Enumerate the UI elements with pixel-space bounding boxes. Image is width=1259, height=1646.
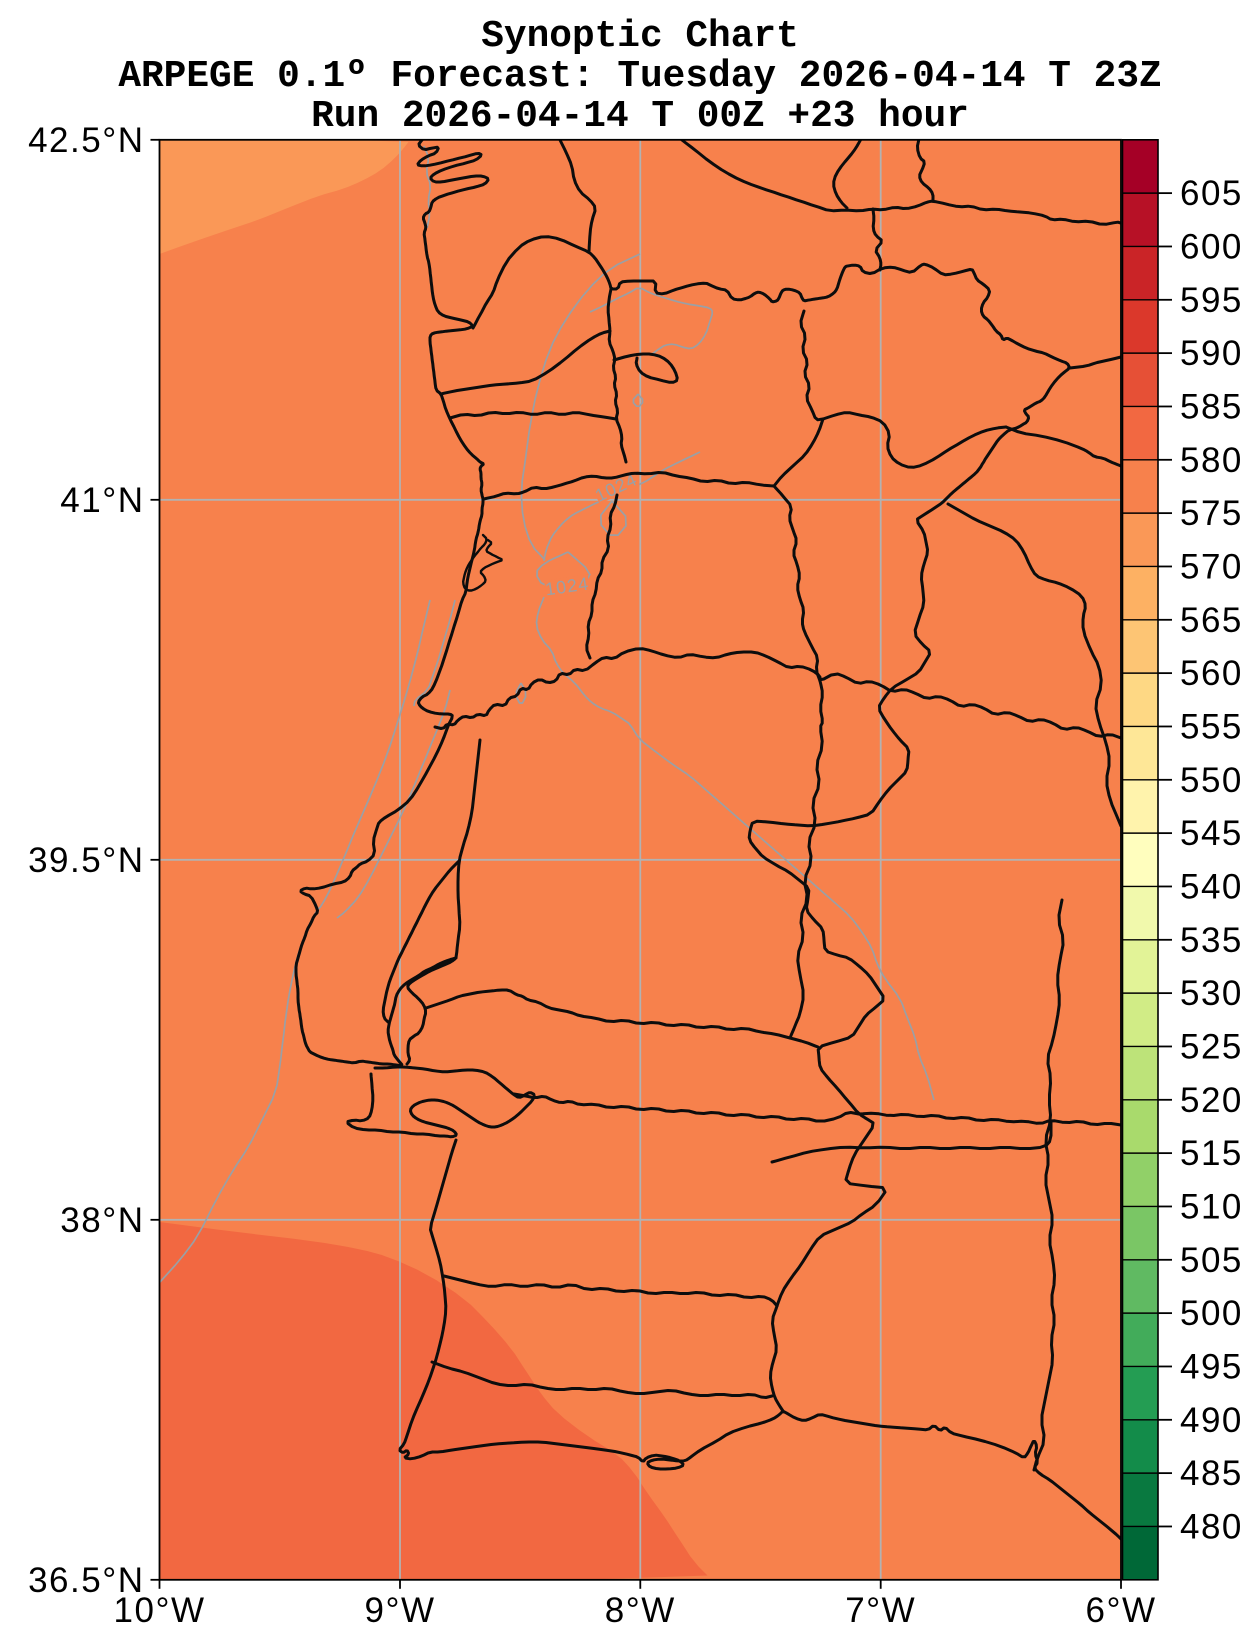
svg-text:510: 510 [1180,1187,1243,1226]
svg-text:485: 485 [1180,1454,1243,1493]
svg-text:565: 565 [1180,601,1243,640]
svg-text:570: 570 [1180,547,1243,586]
svg-text:38°N: 38°N [60,1201,144,1240]
svg-text:7°W: 7°W [845,1591,916,1630]
svg-text:39.5°N: 39.5°N [28,841,144,880]
svg-text:590: 590 [1180,334,1243,373]
svg-text:585: 585 [1180,387,1243,426]
svg-text:9°W: 9°W [365,1591,436,1630]
svg-text:8°W: 8°W [605,1591,676,1630]
svg-text:36.5°N: 36.5°N [28,1561,144,1600]
svg-text:520: 520 [1180,1081,1243,1120]
svg-text:500: 500 [1180,1294,1243,1333]
svg-text:595: 595 [1180,281,1243,320]
svg-text:41°N: 41°N [60,481,144,520]
svg-text:545: 545 [1180,814,1243,853]
svg-text:530: 530 [1180,974,1243,1013]
svg-text:490: 490 [1180,1401,1243,1440]
svg-text:540: 540 [1180,867,1243,906]
svg-text:495: 495 [1180,1347,1243,1386]
svg-text:Synoptic Chart: Synoptic Chart [481,16,799,58]
svg-text:ARPEGE 0.1º Forecast: Tuesday: ARPEGE 0.1º Forecast: Tuesday 2026-04-14… [118,56,1161,98]
svg-text:575: 575 [1180,494,1243,533]
svg-text:605: 605 [1180,174,1243,213]
svg-text:505: 505 [1180,1241,1243,1280]
svg-text:Run 2026-04-14 T 00Z +23 hour: Run 2026-04-14 T 00Z +23 hour [311,96,969,138]
svg-text:580: 580 [1180,441,1243,480]
svg-text:550: 550 [1180,761,1243,800]
svg-text:560: 560 [1180,654,1243,693]
svg-text:10°W: 10°W [114,1591,206,1630]
svg-text:535: 535 [1180,921,1243,960]
svg-text:555: 555 [1180,707,1243,746]
svg-text:480: 480 [1180,1507,1243,1546]
svg-text:525: 525 [1180,1027,1243,1066]
svg-text:6°W: 6°W [1086,1591,1157,1630]
svg-text:600: 600 [1180,227,1243,266]
svg-text:42.5°N: 42.5°N [28,121,144,160]
svg-text:515: 515 [1180,1134,1243,1173]
